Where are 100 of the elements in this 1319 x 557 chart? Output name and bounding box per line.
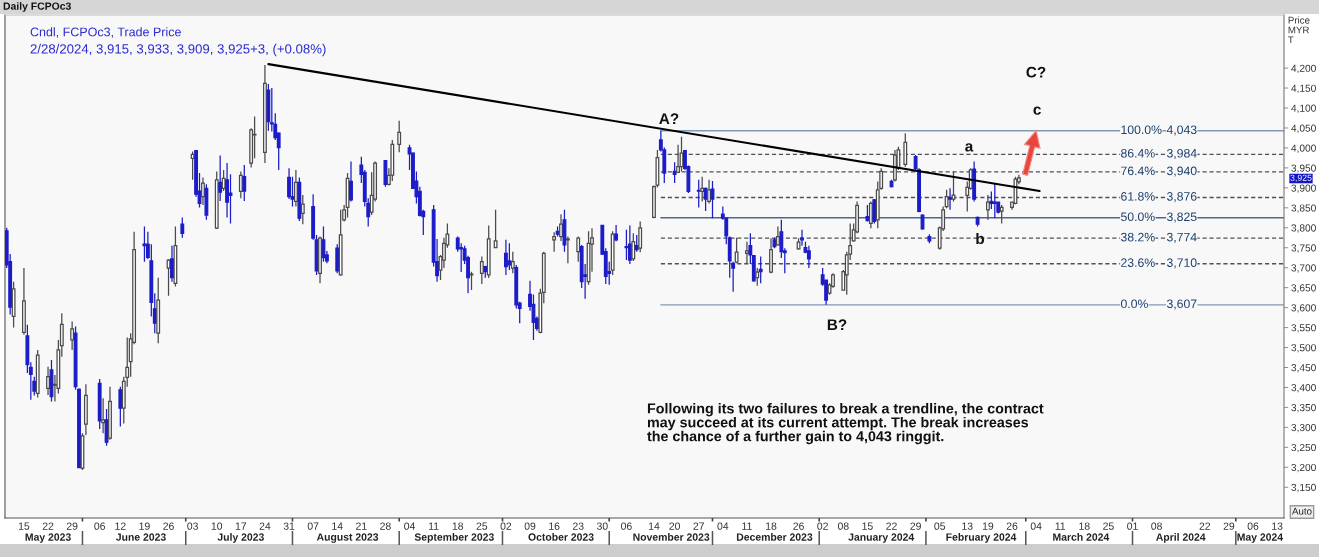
x-tick-label: 22 — [1199, 522, 1211, 530]
x-tick-label: 25 — [1103, 522, 1114, 530]
x2-tick-label: November 2023 — [633, 533, 710, 541]
x-tick-label: 11 — [429, 522, 439, 530]
candlestick — [493, 209, 498, 249]
candlestick — [507, 242, 512, 271]
series-label: 100.0% — [1121, 125, 1162, 135]
x-tick-label: 06 — [1247, 522, 1259, 530]
candlestick — [383, 159, 388, 188]
x2-tick-label: September 2023 — [414, 533, 494, 543]
text: Cndl, FCPOc3, Trade Price — [30, 27, 181, 38]
x2-tick-label: January 2024 — [848, 533, 915, 543]
x-tick-label: 29 — [1223, 522, 1235, 530]
candlestick — [479, 255, 484, 285]
x2-tick-label: May 2024 — [1237, 533, 1284, 543]
x-tick-label: 24 — [259, 522, 271, 530]
x-tick-label: 03 — [187, 522, 198, 530]
y-tick-label: 3,800 — [1291, 224, 1316, 233]
x-tick-label: 15 — [18, 522, 30, 530]
text: 3,925 — [1290, 174, 1312, 182]
x-tick-label: 13 — [962, 522, 973, 530]
x-tick-label: 06 — [94, 522, 106, 530]
series-label: 86.4% — [1121, 148, 1155, 158]
candlestick — [775, 225, 780, 247]
candlestick — [349, 160, 353, 203]
y-tick-label: 3,450 — [1291, 364, 1316, 373]
y-tick-label: 3,700 — [1291, 264, 1316, 273]
candlestick — [755, 267, 760, 287]
data-label: 3,825 — [1166, 212, 1197, 223]
candlestick — [975, 215, 980, 228]
y-tick-label: 3,250 — [1291, 443, 1316, 453]
x2-tick-label: October 2023 — [528, 533, 594, 541]
candlestick — [696, 179, 701, 209]
candlestick — [903, 132, 908, 168]
candlestick — [190, 150, 195, 181]
x-tick-label: 30 — [596, 522, 608, 530]
y-tick-label: 3,150 — [1291, 483, 1316, 493]
candlestick — [46, 366, 50, 396]
x2-tick-label: July 2023 — [217, 533, 264, 543]
candlestick — [951, 170, 956, 203]
candlestick — [927, 233, 932, 244]
candlestick — [565, 235, 570, 264]
x-tick-label: 21 — [356, 522, 367, 530]
x2-tick-label: June 2023 — [115, 533, 166, 541]
candlestick — [872, 198, 877, 225]
candlestick — [503, 239, 508, 276]
candlestick — [35, 349, 40, 399]
y-tick-label: 3,400 — [1291, 384, 1316, 393]
x-tick-label: 11 — [1055, 522, 1066, 530]
candlestick — [576, 235, 581, 263]
candlestick — [893, 149, 897, 183]
x-tick-label: 08 — [1151, 522, 1162, 530]
x-tick-label: 18 — [452, 522, 464, 530]
candlestick — [865, 204, 870, 223]
candlestick — [262, 64, 267, 164]
x-tick-label: 02 — [817, 522, 828, 530]
candlestick — [634, 234, 639, 253]
x-tick-label: 31 — [283, 522, 295, 530]
x-tick-label: 06 — [621, 522, 632, 530]
candlestick — [586, 230, 591, 286]
y-tick-label: 3,950 — [1291, 164, 1316, 173]
x-tick-label: 05 — [934, 522, 946, 530]
x-tick-label: 16 — [549, 522, 560, 530]
candlestick — [300, 194, 305, 225]
candlestick — [101, 397, 106, 434]
candlestick — [972, 160, 977, 203]
x-tick-label: 26 — [163, 522, 174, 530]
y-tick-label: 4,150 — [1291, 84, 1316, 94]
annotation: b — [976, 232, 985, 245]
annotation: A? — [659, 113, 679, 124]
x-tick-label: 12 — [115, 522, 126, 530]
candlestick — [703, 186, 708, 212]
candlestick — [242, 164, 247, 202]
data-label: 3,774 — [1166, 232, 1197, 243]
candlestick — [170, 245, 174, 283]
candlestick — [744, 241, 749, 265]
x-tick-label: 18 — [766, 522, 777, 530]
candlestick — [118, 386, 123, 428]
candlestick — [552, 231, 557, 253]
candlestick — [180, 216, 185, 239]
y-tick-label: 3,650 — [1291, 284, 1316, 293]
candlestick — [679, 136, 684, 173]
candlestick — [297, 176, 302, 222]
x-tick-label: 04 — [1030, 522, 1042, 530]
annotation: C? — [1026, 66, 1046, 78]
candlestick — [800, 229, 804, 247]
y-axis-title: Price MYR T — [1288, 16, 1310, 44]
x-tick-label: 01 — [1127, 522, 1138, 530]
x-tick-label: 25 — [476, 522, 488, 530]
x-tick-label: 04 — [404, 522, 416, 530]
x-tick-label: 14 — [332, 522, 343, 530]
candlestick — [70, 320, 75, 351]
candlestick — [486, 224, 491, 279]
candlestick — [469, 271, 474, 291]
candlestick — [992, 182, 997, 219]
x-tick-label: 17 — [235, 522, 247, 530]
candlestick — [390, 139, 395, 182]
series-label: 76.4% — [1121, 166, 1155, 176]
candlestick — [266, 83, 271, 132]
x-tick-label: 13 — [1272, 522, 1283, 530]
